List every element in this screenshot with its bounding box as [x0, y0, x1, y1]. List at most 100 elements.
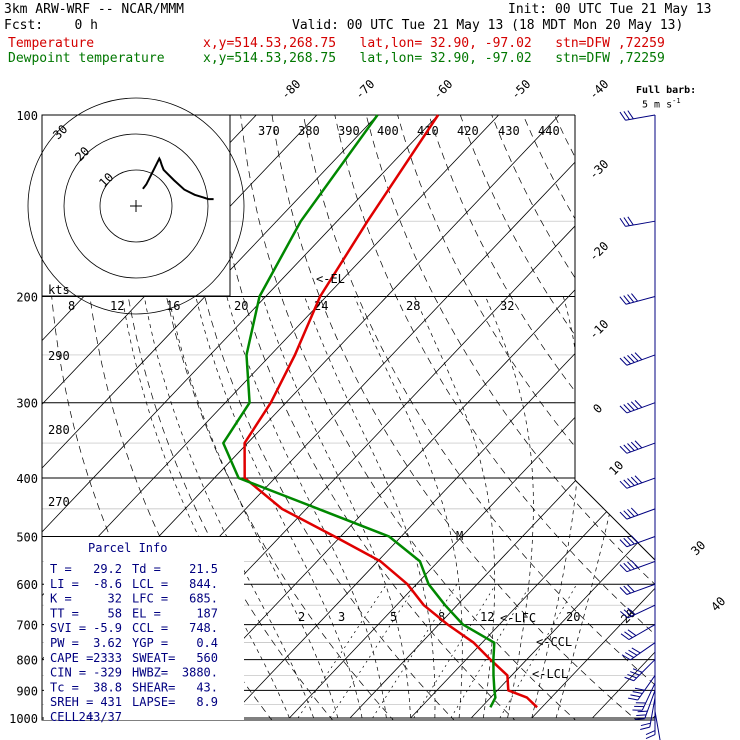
parcel-cell: 560	[196, 651, 218, 665]
wind-barb-flag	[619, 111, 626, 121]
wind-barb-flag	[623, 404, 631, 412]
wind-barb-staff	[625, 296, 656, 305]
moist-adiabat	[354, 296, 463, 719]
isotherm-label: -40	[586, 77, 611, 102]
wind-barb-flag	[619, 296, 627, 305]
theta-label: 430	[498, 124, 520, 138]
mixing-ratio-label: 8	[438, 610, 445, 624]
wind-barb-flag	[634, 352, 643, 361]
isotherm-line	[42, 115, 499, 719]
barb-legend-unit: 5 m s-1	[642, 96, 681, 110]
dry-adiabat	[365, 115, 655, 720]
dry-adiabat	[177, 115, 465, 720]
isotherm-line	[652, 115, 655, 719]
wind-barb-flag	[620, 611, 629, 619]
pressure-tick-label: 500	[16, 530, 38, 544]
theta-label: 440	[538, 124, 560, 138]
temperature-profile	[243, 114, 538, 709]
parcel-cell: EL =	[132, 606, 161, 620]
wind-barb-flag	[640, 722, 651, 727]
parcel-cell: SVI =	[50, 621, 86, 635]
wind-barb-flag	[630, 694, 641, 698]
dry-adiabat	[271, 115, 650, 720]
wind-barb-flag	[623, 356, 631, 365]
wind-barb-staff	[626, 442, 656, 454]
init-time: Init: 00 UTC Tue 21 May 13	[508, 2, 712, 17]
dry-adiabat	[208, 115, 527, 720]
parcel-cell: SWEAT=	[132, 651, 175, 665]
model-title: 3km ARW-WRF -- NCAR/MMM	[4, 2, 185, 17]
theta-label: 420	[457, 124, 479, 138]
wind-barb-flag	[627, 561, 635, 570]
wind-barb-flag	[627, 355, 635, 363]
wind-barb-flag	[645, 730, 656, 736]
parcel-cell: -5.9	[93, 621, 122, 635]
wind-barb-flag	[632, 691, 643, 694]
theta-label: 370	[258, 124, 280, 138]
parcel-cell: 844.	[189, 577, 218, 591]
barb-legend-unit-text: 5 m s	[642, 99, 673, 111]
wind-barb-flag	[631, 293, 639, 302]
temperature-coords: x,y=514.53,268.75 lat,lon= 32.90, -97.02…	[203, 36, 665, 51]
pressure-tick-label: 600	[16, 578, 38, 592]
mixing-ratio-label: 32	[500, 299, 514, 313]
theta-label: 290	[48, 349, 70, 363]
parcel-cell: 3.62	[93, 636, 122, 650]
wind-barb-flag	[632, 668, 643, 673]
parcel-cell: 58	[108, 606, 122, 620]
wind-barb	[619, 110, 656, 121]
isotherm-line	[592, 115, 655, 719]
wind-barb	[619, 583, 656, 595]
moist-adiabat	[531, 296, 581, 719]
wind-barb-staff	[626, 354, 656, 366]
wind-barb-flag	[623, 537, 631, 546]
frame-diagonal	[574, 479, 656, 561]
wind-barb	[620, 604, 656, 619]
wind-barb-flag	[619, 217, 626, 227]
wind-barb	[640, 697, 656, 730]
mixing-ratio-label: 20	[234, 299, 248, 313]
wind-barb-flag	[627, 216, 634, 226]
theta-label: 380	[298, 124, 320, 138]
wind-barb-flag	[630, 535, 639, 543]
wind-barb-flag	[619, 480, 628, 489]
pressure-tick-label: 400	[16, 472, 38, 486]
mixing-ratio-line	[297, 584, 387, 719]
isotherm-label: 0	[590, 401, 605, 416]
dry-adiabat	[554, 115, 655, 720]
moist-adiabat	[485, 296, 534, 719]
mixing-ratio-line	[499, 584, 578, 719]
parcel-cell: CELL =	[50, 710, 93, 724]
wind-barb-staff	[625, 220, 656, 227]
moist-adiabat	[555, 296, 638, 719]
hodograph-ring	[99, 169, 173, 243]
isotherm-label: -20	[586, 239, 611, 264]
wind-barb-flag	[623, 217, 630, 226]
wind-barb-staff	[626, 583, 656, 595]
parcel-cell: K =	[50, 592, 72, 606]
wind-barb-flag	[630, 671, 640, 676]
annotations: <-EL <-LFC<-CCL <-LCL M	[316, 272, 572, 681]
wind-barb-flag	[634, 687, 645, 691]
parcel-cell: LCL =	[132, 577, 168, 591]
wind-barb-flag	[619, 445, 628, 454]
mixing-ratio-label: 2	[298, 610, 305, 624]
wind-barb-staff	[628, 624, 656, 641]
parcel-box	[44, 537, 244, 720]
wind-barb-flag	[627, 443, 635, 451]
moist-adiabat	[143, 296, 314, 719]
hodograph-trace	[142, 156, 214, 201]
dry-adiabat	[397, 115, 655, 720]
wind-barb-flag	[623, 562, 631, 571]
theta-label: 270	[48, 495, 70, 509]
wind-barb-staff	[625, 114, 656, 121]
wind-barb-flag	[623, 479, 631, 488]
wind-barb-staff	[630, 642, 656, 661]
wind-barb-flag	[634, 475, 643, 484]
wind-barb	[619, 400, 656, 414]
level-annotation: <-LCL	[532, 667, 568, 681]
parcel-cell: YGP =	[132, 636, 168, 650]
isotherm-line	[410, 115, 655, 719]
wind-barb-flag	[619, 511, 628, 520]
wind-barb	[619, 352, 656, 366]
